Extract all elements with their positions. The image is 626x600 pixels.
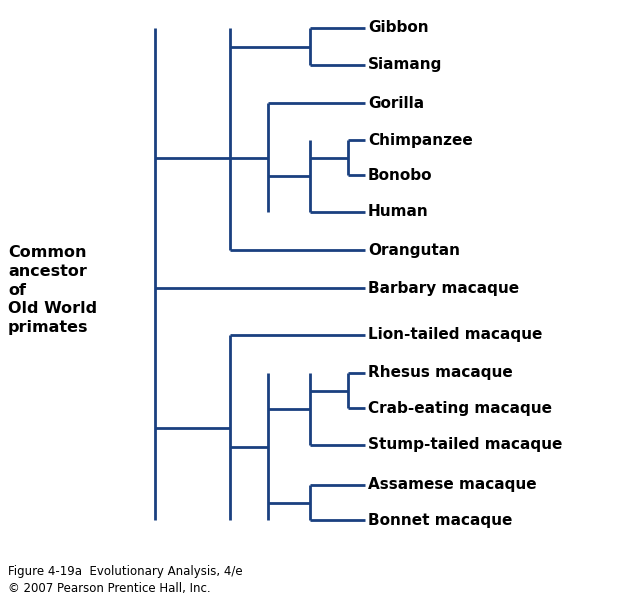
Text: Barbary macaque: Barbary macaque — [368, 280, 519, 295]
Text: Bonobo: Bonobo — [368, 167, 433, 182]
Text: Lion-tailed macaque: Lion-tailed macaque — [368, 328, 542, 343]
Text: Common
ancestor
of
Old World
primates: Common ancestor of Old World primates — [8, 245, 97, 335]
Text: Figure 4-19a  Evolutionary Analysis, 4/e
© 2007 Pearson Prentice Hall, Inc.: Figure 4-19a Evolutionary Analysis, 4/e … — [8, 565, 243, 595]
Text: Gorilla: Gorilla — [368, 95, 424, 110]
Text: Chimpanzee: Chimpanzee — [368, 133, 473, 148]
Text: Stump-tailed macaque: Stump-tailed macaque — [368, 437, 562, 452]
Text: Bonnet macaque: Bonnet macaque — [368, 512, 512, 527]
Text: Orangutan: Orangutan — [368, 242, 460, 257]
Text: Assamese macaque: Assamese macaque — [368, 478, 536, 493]
Text: Siamang: Siamang — [368, 58, 443, 73]
Text: Crab-eating macaque: Crab-eating macaque — [368, 401, 552, 415]
Text: Gibbon: Gibbon — [368, 20, 429, 35]
Text: Rhesus macaque: Rhesus macaque — [368, 365, 513, 380]
Text: Human: Human — [368, 205, 429, 220]
